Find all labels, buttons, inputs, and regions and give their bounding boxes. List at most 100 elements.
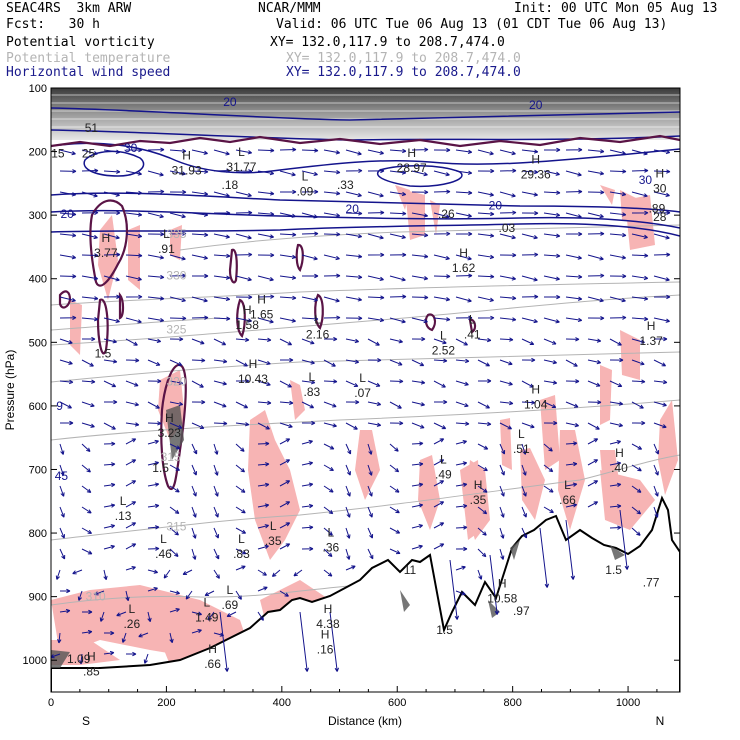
wind-arrow <box>191 422 205 429</box>
wind-arrow <box>81 422 95 428</box>
y-tick-label: 1000 <box>23 655 47 667</box>
wind-arrow <box>213 421 228 426</box>
wind-arrow <box>147 401 160 409</box>
wind-arrow <box>455 546 468 552</box>
pv-extremum: L31.77 <box>226 145 256 174</box>
wind-arrow <box>477 296 494 302</box>
wind-arrow <box>301 316 319 321</box>
wind-arrow <box>389 485 400 493</box>
wind-arrow <box>543 338 557 345</box>
wind-arrow <box>389 294 407 299</box>
wind-arrow <box>301 525 314 530</box>
pv-extremum-value: .16 <box>317 642 334 656</box>
wind-arrow <box>345 338 360 344</box>
wind-arrow <box>279 543 291 550</box>
wind-arrow <box>411 317 428 324</box>
wind-arrow <box>59 608 71 614</box>
wind-arrow <box>125 480 137 487</box>
pv-extremum: 51 <box>85 121 99 135</box>
wind-arrow <box>301 189 319 195</box>
wind-arrow <box>301 338 315 345</box>
wind-arrow <box>345 422 358 430</box>
wind-arrow <box>653 191 670 198</box>
wind-arrow <box>235 275 252 282</box>
wind-arrow <box>433 274 451 279</box>
wind-arrow <box>455 149 473 154</box>
wind-arrow <box>125 651 137 657</box>
wind-arrow <box>103 544 115 550</box>
wind-arrow <box>609 525 622 530</box>
wind-arrow <box>59 338 73 345</box>
wind-arrow <box>389 191 407 197</box>
pv-extremum: 1.5 <box>605 563 622 577</box>
wind-arrow <box>81 464 91 473</box>
wind-arrow <box>631 275 649 281</box>
wind-arrow <box>389 252 407 258</box>
pv-extremum: 1.5 <box>436 623 453 637</box>
wind-arrow <box>323 170 341 175</box>
wind-arrow <box>235 590 242 600</box>
field-wind-label: Horizontal wind speed <box>6 65 171 80</box>
wind-arrow <box>609 422 623 428</box>
wind-arrow <box>653 233 670 240</box>
wind-arrow <box>477 421 492 427</box>
wind-arrow <box>59 464 65 476</box>
pv-extremum: H28.97 <box>397 146 427 175</box>
wind-arrow <box>191 443 198 455</box>
x-axis: 0 200 400 600 800 1000 <box>48 686 658 709</box>
wind-arrow <box>301 439 313 445</box>
pv-extremum-kind: H <box>243 303 252 317</box>
wind-arrow <box>125 459 137 466</box>
pv-extremum-kind: H <box>474 478 483 492</box>
pv-extremum-value: 15 <box>51 146 65 160</box>
wind-arrow <box>323 485 334 493</box>
wind-arrow <box>169 485 180 493</box>
wind-arrow <box>235 337 250 342</box>
wind-arrow <box>499 527 505 539</box>
wind-arrow <box>433 380 446 388</box>
wind-arrow <box>609 296 626 303</box>
wind-arrow <box>169 336 184 342</box>
pv-extremum-value: .66 <box>559 493 576 507</box>
wind-arrow <box>477 569 483 580</box>
wind-arrow <box>367 401 382 407</box>
wind-arrow <box>543 317 560 324</box>
wind-arrow <box>169 527 179 536</box>
wind-arrow <box>213 191 230 198</box>
pv-extremum: L.66 <box>559 478 576 507</box>
wind-arrow <box>191 149 208 155</box>
wind-arrow <box>125 590 130 602</box>
wind-arrow <box>323 464 334 472</box>
pv-extremum-value: 1.37 <box>639 334 663 348</box>
wind-arrow <box>477 233 495 238</box>
wind-arrow <box>323 359 336 367</box>
wind-arrow <box>345 168 363 173</box>
wind-arrow <box>191 191 209 196</box>
wind-arrow <box>499 252 517 258</box>
wind-speed-label: 20 <box>489 199 503 213</box>
y-tick-label: 300 <box>29 210 47 222</box>
pv-extremum-kind: H <box>407 146 416 160</box>
wind-arrow <box>59 359 73 365</box>
y-tick-label: 900 <box>29 592 47 604</box>
wind-arrow <box>587 149 605 154</box>
wind-arrow <box>213 506 219 518</box>
wind-arrow <box>143 653 149 664</box>
wind-arrow <box>279 357 294 363</box>
wind-arrow <box>191 506 197 518</box>
pv-extremum-value: 1.65 <box>250 307 274 321</box>
pv-extremum-value: 31.77 <box>226 160 256 174</box>
wind-arrow <box>609 357 624 363</box>
wind-arrow <box>565 212 582 219</box>
wind-arrow <box>147 586 158 592</box>
wind-arrow <box>631 253 649 258</box>
wind-arrow <box>631 401 644 409</box>
pv-extremum-value: .49 <box>435 467 452 481</box>
wind-arrow <box>191 485 197 497</box>
wind-arrow <box>499 548 505 560</box>
pv-extremum-kind: L <box>314 313 321 327</box>
wind-arrow <box>499 337 514 342</box>
wind-arrow <box>521 506 527 518</box>
